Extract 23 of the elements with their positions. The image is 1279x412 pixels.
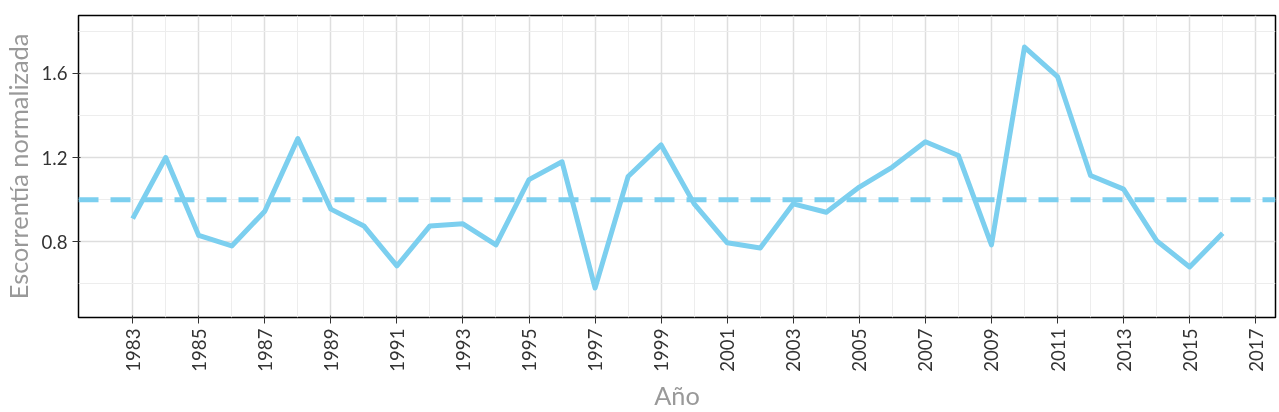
x-tick-label: 1989 (319, 328, 342, 372)
x-tick-label: 1995 (518, 328, 541, 372)
x-tick-label: 1997 (584, 328, 607, 372)
x-tick-label: 2011 (1046, 328, 1069, 372)
x-tick-label: 1999 (650, 328, 673, 372)
x-tick-label: 1993 (451, 328, 474, 372)
x-tick-label: 2009 (980, 328, 1003, 372)
x-tick-label: 1987 (253, 328, 276, 372)
y-tick-label: 1.2 (41, 146, 68, 169)
x-tick-label: 2001 (716, 328, 739, 372)
x-tick-label: 2003 (782, 328, 805, 372)
x-axis-title: Año (654, 379, 700, 410)
x-tick-label: 2017 (1244, 328, 1267, 372)
x-tick-label: 2013 (1112, 328, 1135, 372)
x-tick-label: 2007 (914, 328, 937, 372)
x-tick-label: 1985 (187, 328, 210, 372)
x-tick-label: 1991 (385, 328, 408, 372)
x-tick-label: 1983 (121, 328, 144, 372)
y-tick-label: 0.8 (41, 230, 68, 253)
y-tick-label: 1.6 (41, 62, 68, 85)
x-tick-label: 2005 (848, 328, 871, 372)
y-axis-title: Escorrentía normalizada (3, 33, 34, 300)
x-tick-label: 2015 (1178, 328, 1201, 372)
